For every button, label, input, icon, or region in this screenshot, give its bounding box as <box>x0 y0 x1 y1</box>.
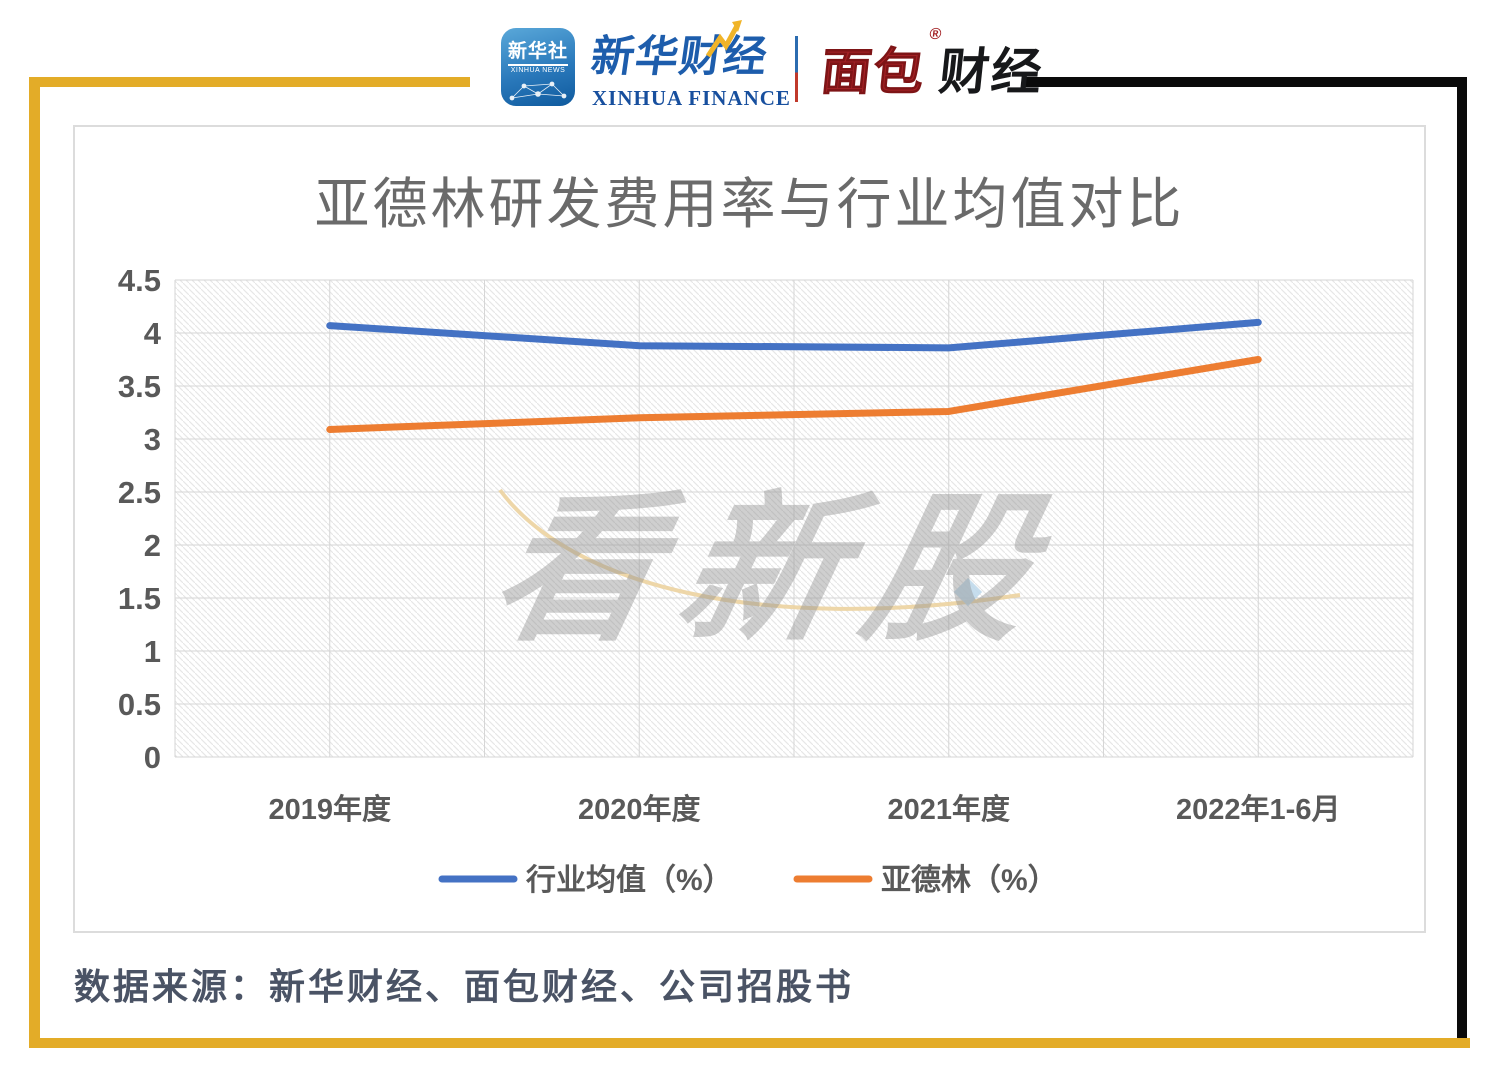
gridlines <box>174 279 1414 758</box>
gold-arrow-icon <box>705 20 742 58</box>
svg-text:1.5: 1.5 <box>118 581 161 616</box>
svg-text:2019年度: 2019年度 <box>268 792 391 826</box>
svg-text:2: 2 <box>144 528 161 563</box>
svg-text:0: 0 <box>144 740 161 775</box>
svg-text:0.5: 0.5 <box>118 687 161 722</box>
svg-text:2021年度: 2021年度 <box>887 792 1010 826</box>
xinhua-news-subtitle: XINHUA NEWS <box>510 67 566 74</box>
svg-text:2022年1-6月: 2022年1-6月 <box>1176 792 1340 826</box>
logo-separator <box>795 36 798 102</box>
y-axis-labels: 0 0.5 1 1.5 2 2.5 3 3.5 4 4.5 <box>118 263 162 775</box>
legend-item-0: 行业均值（%） <box>438 863 733 897</box>
header: 新华社 XINHUA NEWS 新华财经 XINHUA FINANCE 面包®财… <box>0 0 1500 120</box>
legend-item-1: 亚德林（%） <box>793 863 1058 897</box>
svg-text:4.5: 4.5 <box>118 263 161 298</box>
svg-text:1: 1 <box>144 634 161 669</box>
svg-text:3: 3 <box>144 422 161 457</box>
xinhua-news-title: 新华社 <box>507 36 568 66</box>
data-source-note: 数据来源：新华财经、面包财经、公司招股书 <box>74 967 855 1007</box>
frame-top-left-border <box>29 77 470 87</box>
mianbao-cn-black: 财经 <box>936 44 1047 100</box>
series-line-0 <box>326 318 1262 352</box>
registered-mark: ® <box>928 26 945 43</box>
svg-text:亚德林（%）: 亚德林（%） <box>881 863 1058 897</box>
chart-card: 亚德林研发费用率与行业均值对比 0 0.5 1 1.5 2 2.5 3 3.5 4 4.5 2019… <box>73 125 1426 933</box>
svg-text:2020年度: 2020年度 <box>578 792 701 826</box>
x-axis-labels: 2019年度 2020年度 2021年度 2022年1-6月 <box>268 792 1340 826</box>
xinhua-finance-cn: 新华财经 <box>588 33 771 81</box>
frame-right-border <box>1457 77 1467 1043</box>
frame-left-border <box>29 77 40 1048</box>
series-line-1 <box>326 356 1262 433</box>
frame-bottom-border <box>29 1038 1470 1048</box>
network-globe-icon <box>509 81 567 101</box>
svg-text:4: 4 <box>144 316 162 351</box>
xinhua-news-app-icon: 新华社 XINHUA NEWS <box>501 28 575 106</box>
chart-title: 亚德林研发费用率与行业均值对比 <box>314 173 1185 235</box>
mianbao-finance-logo: 面包®财经 <box>818 26 1047 104</box>
svg-text:3.5: 3.5 <box>118 369 161 404</box>
xinhua-finance-logo: 新华财经 XINHUA FINANCE <box>588 20 792 111</box>
mianbao-cn-red: 面包 <box>818 44 929 101</box>
xinhua-finance-en: XINHUA FINANCE <box>592 86 791 110</box>
frame-top-right-border <box>1025 77 1467 87</box>
svg-text:行业均值（%）: 行业均值（%） <box>525 863 733 897</box>
svg-text:2.5: 2.5 <box>118 475 161 510</box>
legend: 行业均值（%） 亚德林（%） <box>438 863 1058 897</box>
